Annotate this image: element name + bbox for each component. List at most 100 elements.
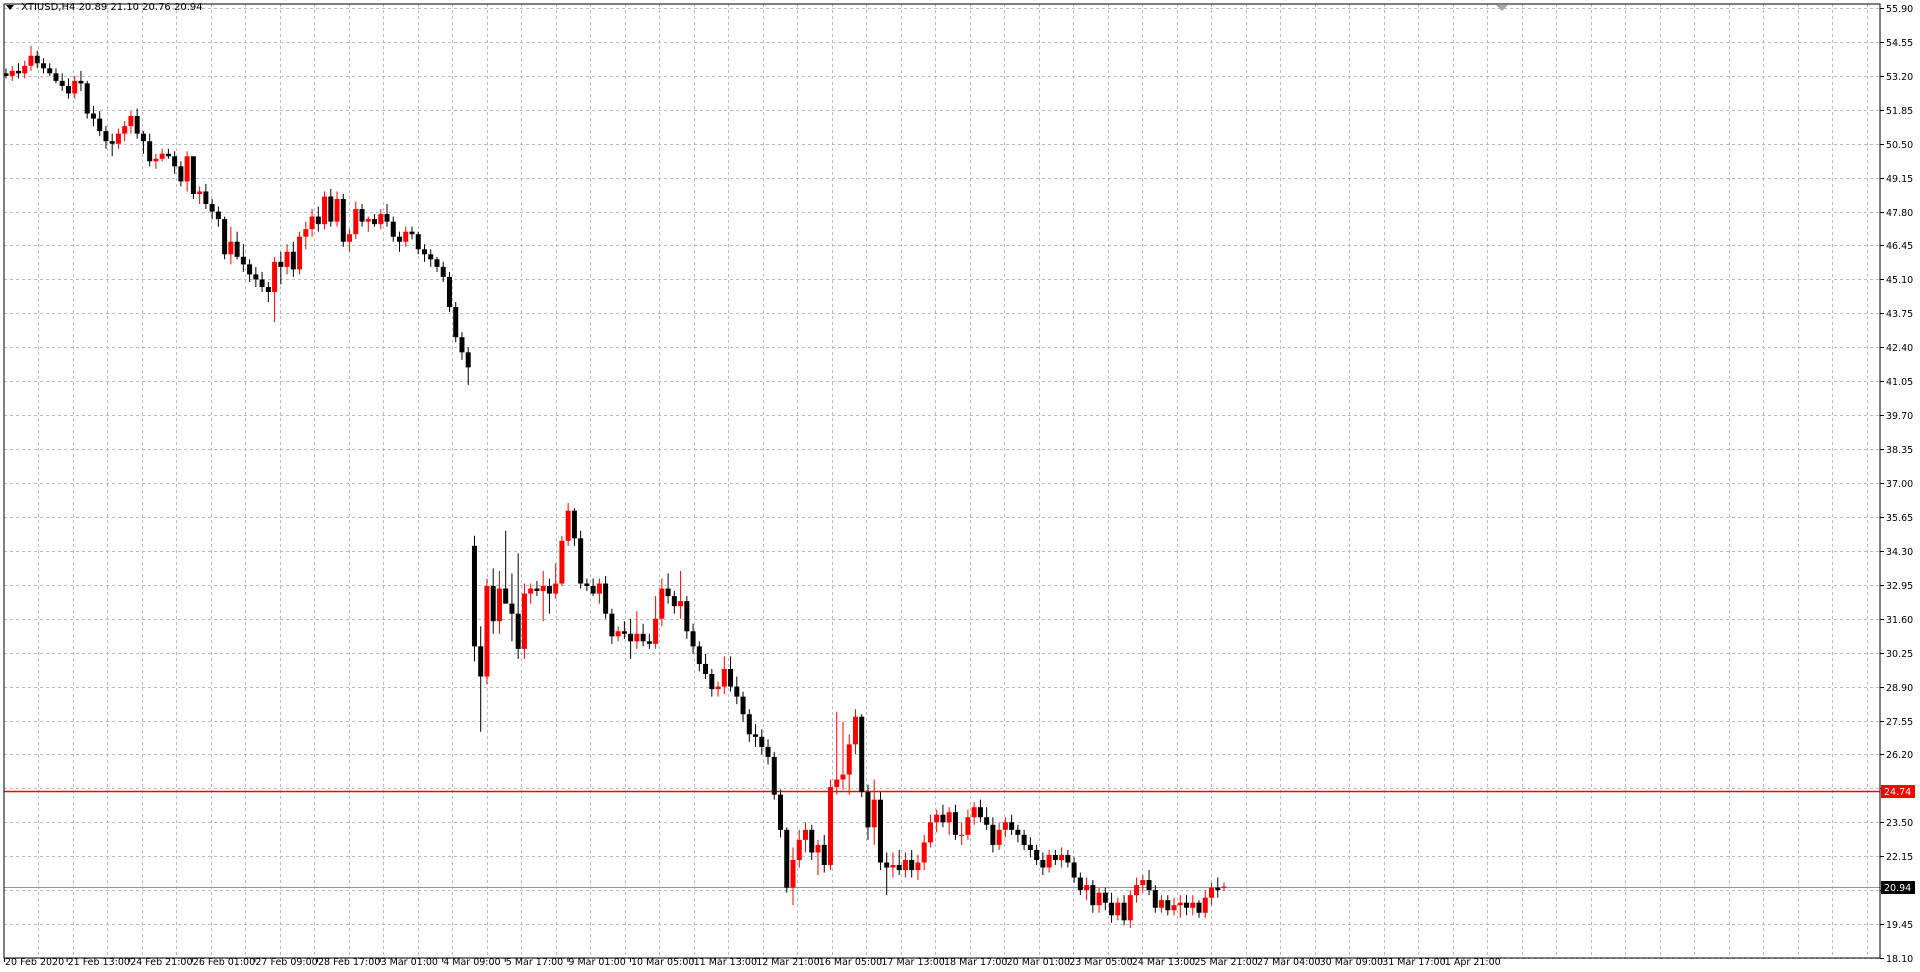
- x-tick-label: 24 Feb 21:00: [130, 957, 192, 968]
- candle-body: [665, 588, 671, 597]
- y-tick-label: 28.90: [1886, 683, 1913, 694]
- candle-body: [140, 133, 146, 142]
- candle-body: [1077, 877, 1083, 891]
- y-tick-label: 32.95: [1886, 581, 1913, 592]
- candle-body: [147, 141, 153, 162]
- x-tick-label: 28 Feb 17:00: [318, 957, 380, 968]
- candle-body: [365, 219, 371, 222]
- candle-body: [565, 510, 571, 541]
- candle-body: [322, 196, 328, 225]
- candle-body: [690, 631, 696, 647]
- candle-body: [159, 153, 165, 159]
- x-tick-label: 3 Mar 01:00: [381, 957, 438, 968]
- y-tick-label: 39.70: [1886, 411, 1913, 422]
- candle-body: [996, 829, 1002, 845]
- candle-body: [1102, 892, 1108, 903]
- x-tick-label: 5 Mar 17:00: [506, 957, 563, 968]
- symbol-label: XTIUSD,H4: [21, 2, 76, 13]
- candle-body: [815, 844, 821, 853]
- candle-body: [446, 276, 452, 308]
- candle-body: [421, 249, 427, 255]
- candle-body: [84, 83, 90, 114]
- candle-body: [203, 191, 209, 205]
- candle-body: [653, 618, 659, 644]
- candle-body: [278, 261, 284, 267]
- candle-body: [890, 865, 896, 868]
- candle-body: [684, 601, 690, 632]
- candle-body: [134, 116, 140, 134]
- candle-body: [403, 231, 409, 242]
- candle-body: [1127, 895, 1133, 921]
- candle-body: [946, 812, 952, 823]
- candle-body: [771, 756, 777, 795]
- candle-body: [434, 259, 440, 267]
- candle-body: [109, 141, 115, 144]
- candle-body: [990, 824, 996, 845]
- candle-body: [272, 261, 278, 292]
- y-tick-label: 31.60: [1886, 615, 1913, 626]
- candle-body: [1140, 880, 1146, 886]
- candle-body: [859, 716, 865, 793]
- candle-body: [247, 264, 253, 275]
- grid: [4, 4, 1880, 959]
- x-tick-label: 31 Mar 17:00: [1382, 957, 1445, 968]
- candle-body: [65, 85, 71, 94]
- candle-body: [40, 63, 46, 69]
- candle-body: [53, 73, 59, 81]
- candle-body: [240, 256, 246, 265]
- candle-body: [809, 829, 815, 853]
- candle-body: [1084, 885, 1090, 891]
- candle-body: [1109, 902, 1115, 916]
- candle-body: [9, 70, 15, 76]
- candle-body: [715, 686, 721, 690]
- x-tick-label: 25 Mar 21:00: [1194, 957, 1257, 968]
- candle-body: [634, 633, 640, 642]
- x-tick-label: 11 Mar 13:00: [694, 957, 757, 968]
- candle-body: [765, 746, 771, 757]
- candle-body: [534, 588, 540, 592]
- candle-body: [328, 196, 334, 222]
- candle-body: [253, 274, 259, 280]
- candle-body: [1046, 854, 1052, 868]
- x-tick-label: 30 Mar 09:00: [1320, 957, 1383, 968]
- y-tick-label: 41.05: [1886, 377, 1913, 388]
- candle-body: [428, 254, 434, 260]
- candle-body: [671, 596, 677, 607]
- candle-body: [503, 588, 509, 604]
- candle-body: [1115, 902, 1121, 916]
- candle-body: [559, 540, 565, 584]
- candle-body: [209, 204, 215, 212]
- candle-body: [609, 613, 615, 637]
- candle-body: [759, 736, 765, 747]
- candle-body: [1071, 862, 1077, 878]
- candle-body: [347, 234, 353, 242]
- x-tick-label: 17 Mar 13:00: [881, 957, 944, 968]
- candle-body: [590, 586, 596, 594]
- candle-body: [372, 219, 378, 225]
- x-tick-label: 10 Mar 05:00: [631, 957, 694, 968]
- price-level-label: 24.74: [1884, 787, 1911, 798]
- candle-body: [228, 241, 234, 255]
- y-tick-label: 50.50: [1886, 140, 1913, 151]
- axes: 55.90 54.55 53.20 51.85 50.50 49.15 47.80 46.45…: [3, 3, 1915, 968]
- bid-tag: [1881, 881, 1915, 894]
- y-tick-label: 26.20: [1886, 750, 1913, 761]
- candle-body: [965, 817, 971, 835]
- candle-body: [28, 55, 34, 66]
- candle-body: [571, 510, 577, 539]
- collapse-arrow-icon[interactable]: [6, 4, 14, 10]
- candle-body: [1040, 859, 1046, 868]
- candle-body: [1065, 854, 1071, 863]
- bid-label: 20.94: [1884, 883, 1911, 894]
- candle-body: [172, 156, 178, 167]
- candle-body: [834, 779, 840, 788]
- ohlc-readout: 20.89 21.10 20.76 20.94: [78, 2, 203, 13]
- y-tick-label: 37.00: [1886, 479, 1913, 490]
- candle-body: [496, 588, 502, 622]
- candle-body: [284, 251, 290, 267]
- candle-body: [865, 792, 871, 828]
- candle-body: [1177, 902, 1183, 906]
- candle-body: [1221, 886, 1227, 888]
